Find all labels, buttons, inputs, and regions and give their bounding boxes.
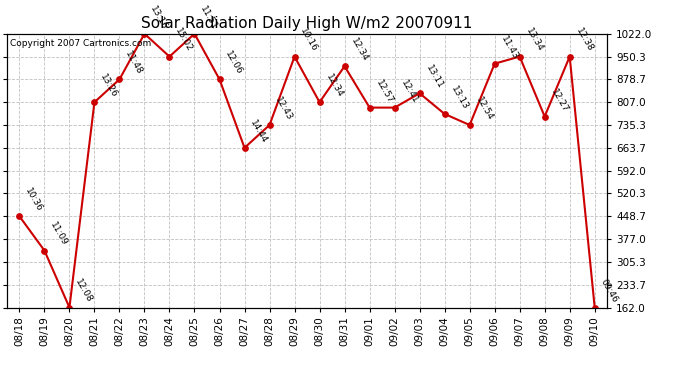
Text: 12:27: 12:27 (549, 87, 569, 114)
Text: 13:11: 13:11 (424, 64, 444, 90)
Point (489, 61, 500, 67)
Text: 13:13: 13:13 (448, 84, 469, 111)
Text: 10:16: 10:16 (299, 27, 319, 54)
Text: Copyright 2007 Cartronics.com: Copyright 2007 Cartronics.com (10, 39, 151, 48)
Point (339, 63, 350, 69)
Text: 13:34: 13:34 (524, 27, 544, 54)
Point (314, 99, 325, 105)
Text: 09:46: 09:46 (599, 278, 620, 305)
Point (414, 90, 425, 96)
Point (64, 304, 75, 310)
Text: 12:34: 12:34 (348, 37, 369, 63)
Text: 11:43: 11:43 (499, 34, 520, 61)
Text: 14:44: 14:44 (248, 118, 269, 145)
Point (539, 114, 550, 120)
Point (389, 105, 400, 111)
Title: Solar Radiation Daily High W/m2 20070911: Solar Radiation Daily High W/m2 20070911 (141, 16, 473, 31)
Text: 12:08: 12:08 (74, 278, 95, 305)
Point (264, 122, 275, 128)
Text: 13:26: 13:26 (99, 73, 119, 99)
Point (39, 248, 50, 254)
Text: 12:06: 12:06 (224, 50, 244, 76)
Point (564, 54, 575, 60)
Text: 12:54: 12:54 (474, 96, 495, 122)
Point (589, 304, 600, 310)
Text: 11:48: 11:48 (124, 50, 144, 76)
Point (364, 105, 375, 111)
Text: 12:41: 12:41 (399, 78, 420, 105)
Point (464, 122, 475, 128)
Point (14, 213, 25, 219)
Point (89, 99, 100, 105)
Text: 15:02: 15:02 (174, 27, 195, 54)
Text: 10:36: 10:36 (23, 186, 44, 213)
Point (439, 111, 450, 117)
Text: 12:57: 12:57 (374, 78, 395, 105)
Point (289, 54, 300, 60)
Text: 13:16: 13:16 (148, 4, 169, 31)
Point (239, 145, 250, 151)
Text: 12:34: 12:34 (324, 73, 344, 99)
Text: 12:43: 12:43 (274, 96, 295, 122)
Point (164, 54, 175, 60)
Point (114, 76, 125, 82)
Point (189, 31, 200, 37)
Text: 11:09: 11:09 (48, 221, 69, 248)
Point (214, 76, 225, 82)
Text: 11:51: 11:51 (199, 4, 219, 31)
Point (514, 54, 525, 60)
Text: 12:38: 12:38 (574, 27, 595, 54)
Point (139, 31, 150, 37)
